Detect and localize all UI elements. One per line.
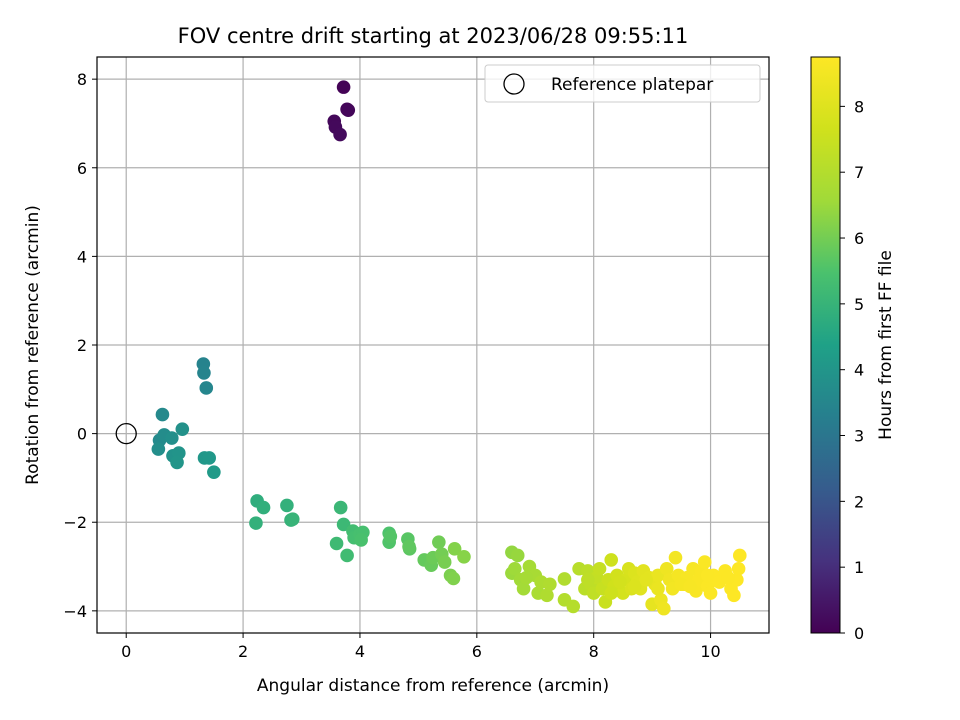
data-point <box>199 381 214 395</box>
data-point <box>732 548 747 563</box>
reference-layer <box>115 422 137 445</box>
data-point <box>510 548 525 563</box>
colorbar-ticks: 0 1 2 3 4 5 6 7 8 <box>840 97 864 643</box>
colorbar-tick-label: 2 <box>854 492 864 511</box>
legend-marker-reference <box>503 73 525 95</box>
colorbar-tick-label: 3 <box>854 427 864 446</box>
x-tick-label: 0 <box>121 642 131 661</box>
data-point <box>604 553 619 567</box>
data-point <box>581 573 595 587</box>
data-point <box>336 80 351 94</box>
data-point <box>249 516 263 530</box>
colorbar-tick-label: 0 <box>854 624 864 643</box>
y-tick-label: 2 <box>77 336 87 355</box>
data-point <box>340 548 354 563</box>
legend-box <box>484 64 761 103</box>
data-point <box>557 572 572 586</box>
data-point <box>731 561 746 576</box>
reference-platepar-marker <box>115 422 137 445</box>
data-point <box>566 599 581 614</box>
data-point <box>508 561 522 576</box>
data-point <box>341 103 356 117</box>
data-point <box>727 588 741 603</box>
data-point <box>207 465 221 479</box>
colorbar-gradient <box>810 56 841 634</box>
x-tick-label: 6 <box>472 642 482 661</box>
colorbar-tick-label: 6 <box>854 229 864 248</box>
data-point <box>280 498 294 513</box>
data-point <box>543 577 557 592</box>
data-point <box>285 512 300 526</box>
data-point <box>354 533 368 547</box>
data-point <box>446 571 461 586</box>
legend: Reference platepar <box>484 64 761 103</box>
data-point <box>721 570 735 585</box>
legend-entry-reference: Reference platepar <box>551 75 713 95</box>
data-point <box>197 366 211 380</box>
data-point <box>592 561 607 576</box>
colorbar-tick-label: 7 <box>854 163 864 182</box>
data-points <box>151 80 747 616</box>
data-point <box>383 529 398 544</box>
y-tick-label: 6 <box>77 159 87 178</box>
data-point <box>202 451 216 465</box>
chart-title: FOV centre drift starting at 2023/06/28 … <box>178 24 689 48</box>
data-point <box>604 586 619 600</box>
data-point <box>256 500 271 515</box>
data-point <box>683 579 697 594</box>
data-point <box>657 601 671 616</box>
data-point <box>333 500 348 515</box>
y-tick-label: −2 <box>63 513 87 532</box>
data-point <box>703 586 718 600</box>
data-point <box>516 581 531 596</box>
data-point <box>164 431 179 445</box>
data-point <box>613 575 627 589</box>
data-point <box>540 588 554 603</box>
data-point <box>639 573 654 587</box>
colorbar-tick-label: 4 <box>854 361 864 380</box>
y-axis-ticks: −4 −2 0 2 4 6 8 <box>63 70 97 621</box>
data-point <box>437 555 452 569</box>
data-point <box>333 127 347 142</box>
y-tick-label: −4 <box>63 602 87 621</box>
colorbar-tick-label: 8 <box>854 97 864 116</box>
colorbar: 0 1 2 3 4 5 6 7 8 Hours from first FF file <box>810 56 896 643</box>
y-axis-label: Rotation from reference (arcmin) <box>23 205 43 485</box>
x-tick-label: 2 <box>238 642 248 661</box>
x-tick-label: 8 <box>589 642 599 661</box>
x-axis-label: Angular distance from reference (arcmin) <box>257 676 609 696</box>
data-point <box>175 422 190 436</box>
y-tick-label: 4 <box>77 247 87 266</box>
x-axis-ticks: 0 2 4 6 8 10 <box>121 633 721 661</box>
data-point <box>457 549 471 564</box>
data-point <box>651 581 665 596</box>
colorbar-tick-label: 1 <box>854 558 864 577</box>
colorbar-label: Hours from first FF file <box>876 250 896 440</box>
data-point <box>659 561 674 576</box>
data-point <box>700 568 715 583</box>
data-point <box>402 539 416 554</box>
colorbar-tick-label: 5 <box>854 295 864 314</box>
data-point <box>697 555 712 569</box>
data-point <box>155 407 170 422</box>
data-point <box>447 542 462 556</box>
y-tick-label: 8 <box>77 70 87 89</box>
data-point <box>432 535 446 549</box>
grid-lines <box>97 57 769 633</box>
data-point <box>329 536 344 551</box>
data-point <box>519 570 534 585</box>
data-point <box>627 579 642 594</box>
data-point <box>151 442 166 456</box>
y-tick-label: 0 <box>77 425 87 444</box>
data-point <box>170 455 184 470</box>
data-point <box>668 550 683 565</box>
x-tick-label: 10 <box>700 642 720 661</box>
x-tick-label: 4 <box>355 642 365 661</box>
